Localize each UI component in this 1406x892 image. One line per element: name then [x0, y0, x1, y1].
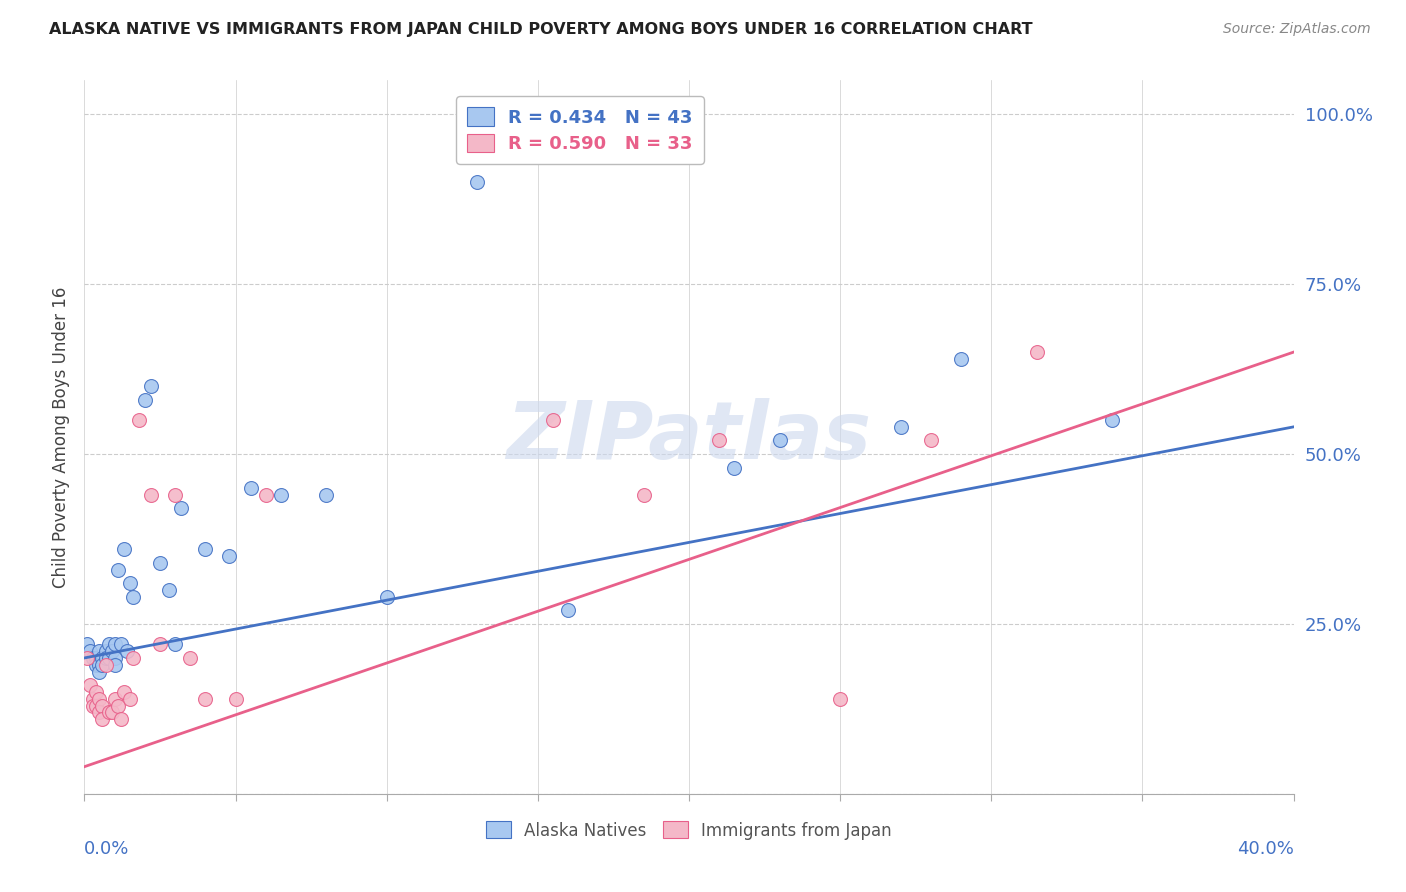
Point: [633, 488, 655, 502]
Point: [118, 691, 141, 706]
Point: [115, 644, 138, 658]
Point: [1101, 413, 1123, 427]
Point: [830, 691, 852, 706]
Point: [157, 582, 180, 597]
Point: [163, 637, 186, 651]
Point: [149, 556, 172, 570]
Point: [82, 698, 104, 713]
Point: [179, 651, 201, 665]
Point: [91, 657, 114, 672]
Text: ALASKA NATIVE VS IMMIGRANTS FROM JAPAN CHILD POVERTY AMONG BOYS UNDER 16 CORRELA: ALASKA NATIVE VS IMMIGRANTS FROM JAPAN C…: [49, 22, 1033, 37]
Point: [104, 651, 127, 665]
Point: [86, 651, 108, 665]
Point: [225, 691, 247, 706]
Point: [82, 691, 104, 706]
Point: [769, 434, 792, 448]
Point: [89, 644, 111, 658]
Text: Source: ZipAtlas.com: Source: ZipAtlas.com: [1223, 22, 1371, 37]
Point: [91, 698, 114, 713]
Point: [76, 651, 98, 665]
Point: [134, 392, 156, 407]
Point: [239, 481, 262, 495]
Point: [194, 691, 217, 706]
Point: [89, 665, 111, 679]
Point: [723, 460, 745, 475]
Point: [104, 657, 127, 672]
Point: [112, 685, 135, 699]
Point: [107, 698, 129, 713]
Point: [97, 706, 120, 720]
Point: [100, 644, 122, 658]
Point: [110, 637, 132, 651]
Point: [118, 576, 141, 591]
Point: [94, 657, 117, 672]
Text: 0.0%: 0.0%: [84, 840, 129, 858]
Point: [139, 379, 162, 393]
Point: [91, 651, 114, 665]
Point: [163, 488, 186, 502]
Point: [149, 637, 172, 651]
Point: [112, 542, 135, 557]
Point: [86, 685, 108, 699]
Point: [97, 637, 120, 651]
Point: [89, 691, 111, 706]
Point: [920, 434, 942, 448]
Point: [121, 651, 143, 665]
Point: [100, 706, 122, 720]
Point: [86, 698, 108, 713]
Point: [76, 637, 98, 651]
Point: [950, 351, 973, 366]
Point: [121, 590, 143, 604]
Point: [89, 706, 111, 720]
Point: [541, 413, 564, 427]
Text: 40.0%: 40.0%: [1237, 840, 1294, 858]
Point: [89, 657, 111, 672]
Point: [139, 488, 162, 502]
Point: [1025, 345, 1047, 359]
Point: [170, 501, 193, 516]
Point: [94, 644, 117, 658]
Point: [104, 691, 127, 706]
Point: [91, 712, 114, 726]
Point: [107, 563, 129, 577]
Text: ZIPatlas: ZIPatlas: [506, 398, 872, 476]
Point: [79, 678, 101, 692]
Point: [104, 637, 127, 651]
Point: [315, 488, 337, 502]
Point: [557, 603, 579, 617]
Point: [709, 434, 731, 448]
Legend: Alaska Natives, Immigrants from Japan: Alaska Natives, Immigrants from Japan: [479, 814, 898, 847]
Point: [218, 549, 240, 563]
Point: [97, 651, 120, 665]
Point: [270, 488, 292, 502]
Point: [254, 488, 277, 502]
Point: [194, 542, 217, 557]
Point: [94, 651, 117, 665]
Point: [467, 175, 489, 189]
Point: [82, 651, 104, 665]
Point: [79, 644, 101, 658]
Point: [86, 657, 108, 672]
Point: [890, 420, 912, 434]
Point: [375, 590, 398, 604]
Point: [128, 413, 150, 427]
Y-axis label: Child Poverty Among Boys Under 16: Child Poverty Among Boys Under 16: [52, 286, 70, 588]
Point: [110, 712, 132, 726]
